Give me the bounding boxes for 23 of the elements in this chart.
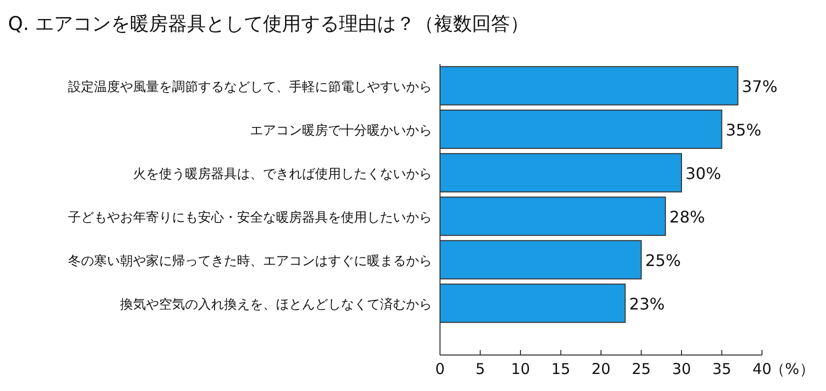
x-tick-label: 20 bbox=[591, 360, 611, 378]
data-label: 28% bbox=[669, 207, 705, 226]
y-tick-label: 子どもやお年寄りにも安心・安全な暖房器具を使用したいから bbox=[68, 209, 432, 226]
x-tick-label: 25 bbox=[632, 360, 651, 378]
data-label: 23% bbox=[629, 294, 665, 314]
x-axis-title: （%） bbox=[770, 360, 814, 378]
y-tick-label: 冬の寒い朝や家に帰ってきた時、エアコンはすぐに暖まるから bbox=[68, 252, 432, 269]
x-tick-label: 5 bbox=[475, 360, 486, 378]
x-tick-label: 40 bbox=[752, 360, 772, 378]
x-tick-label: 0 bbox=[435, 360, 445, 378]
y-tick-label: 換気や空気の入れ換えを、ほとんどしなくて済むから bbox=[120, 296, 432, 312]
text: Q. エアコンを暖房器具として使用する理由は？（複数回答） bbox=[8, 13, 530, 35]
y-tick-label: 火を使う暖房器具は、できれば使用したくないから bbox=[133, 166, 432, 182]
x-tick-label: 35 bbox=[712, 360, 732, 378]
data-label: 30% bbox=[686, 164, 722, 183]
x-tick-label: 10 bbox=[510, 360, 530, 378]
x-tick-label: 15 bbox=[551, 360, 570, 378]
y-tick-label: エアコン暖房で十分暖かいから bbox=[250, 122, 432, 138]
data-label: 25% bbox=[645, 250, 681, 270]
x-tick-label: 30 bbox=[672, 360, 692, 378]
y-tick-label: 設定温度や風量を調節するなどして、手軽に節電しやすいから bbox=[68, 78, 432, 95]
data-label: 37% bbox=[742, 76, 778, 96]
data-label: 35% bbox=[726, 120, 762, 140]
